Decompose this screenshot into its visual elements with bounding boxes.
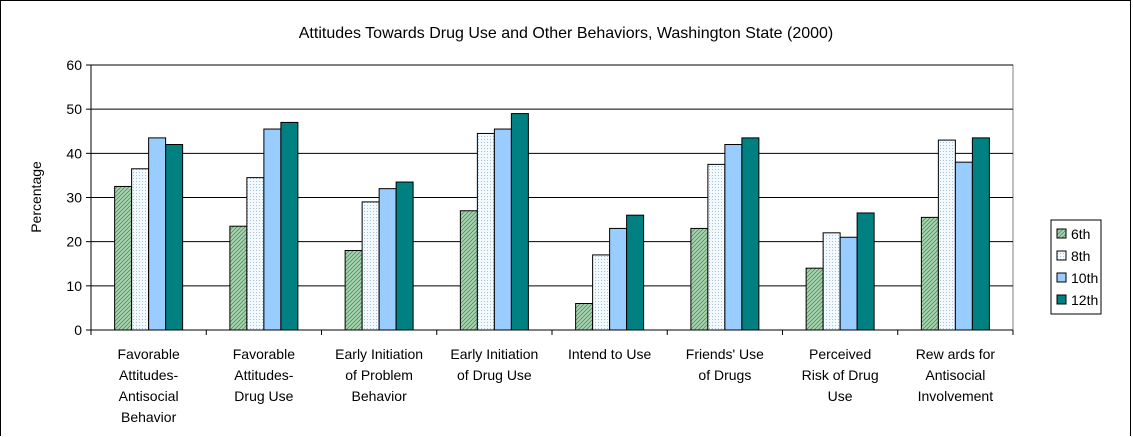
bar-12th-6 [856,212,875,331]
x-tick-label: Favorable [233,346,295,362]
x-tick-label: Attitudes- [234,367,293,383]
bar-10th-6 [839,236,858,331]
bar-12th-7 [971,137,990,331]
x-tick-label: Antisocial [925,367,985,383]
legend-label-6th: 6th [1071,226,1090,242]
x-tick-label: Favorable [117,346,179,362]
y-tick-label: 30 [66,190,82,206]
y-axis-label: Percentage [28,161,44,233]
y-tick-label: 40 [66,145,82,161]
legend-label-12th: 12th [1071,292,1098,308]
bar-12th-2 [395,181,414,331]
bar-10th-2 [378,188,397,331]
bar-8th-1 [246,177,265,331]
x-tick-label: Behavior [351,388,407,404]
y-tick-label: 0 [74,322,82,338]
x-tick-label: Early Initiation [335,346,423,362]
bar-6th-3 [459,210,478,331]
legend-label-10th: 10th [1071,270,1098,286]
legend-swatch-10th [1056,272,1067,283]
bar-12th-0 [165,144,184,331]
bar-8th-6 [822,232,841,331]
bar-10th-0 [148,137,167,331]
bar-12th-3 [510,113,529,331]
bar-6th-4 [575,303,594,331]
bar-10th-7 [954,161,973,331]
bar-8th-0 [131,168,150,331]
bar-10th-1 [263,128,282,331]
x-tick-label: Early Initiation [450,346,538,362]
y-tick-label: 10 [66,278,82,294]
bar-6th-6 [805,267,824,331]
bar-6th-7 [920,216,939,331]
bar-8th-5 [707,163,726,331]
bar-10th-5 [724,144,743,331]
bar-6th-1 [229,225,248,331]
bar-10th-3 [493,128,512,331]
bar-6th-2 [344,250,363,331]
x-tick-label: Use [828,388,853,404]
bar-6th-0 [114,185,133,331]
x-tick-label: Friends' Use [686,346,764,362]
x-tick-label: of Drugs [698,367,751,383]
x-tick-label: Antisocial [119,388,179,404]
bar-6th-5 [690,227,709,331]
x-tick-label: Involvement [918,388,994,404]
bar-8th-4 [592,254,611,331]
bar-12th-1 [280,121,299,331]
bar-12th-4 [626,214,645,331]
x-tick-label: of Problem [345,367,413,383]
bar-8th-2 [361,201,380,331]
x-tick-label: Drug Use [234,388,293,404]
x-tick-label: Rew ards for [916,346,996,362]
legend-swatch-8th [1056,250,1067,261]
x-tick-label: of Drug Use [457,367,532,383]
bar-8th-7 [937,139,956,331]
y-tick-label: 20 [66,234,82,250]
y-tick-label: 60 [66,57,82,73]
chart-title: Attitudes Towards Drug Use and Other Beh… [299,25,834,42]
x-tick-label: Behavior [121,409,177,425]
bar-12th-5 [741,137,760,331]
y-tick-label: 50 [66,101,82,117]
x-tick-label: Intend to Use [568,346,651,362]
legend-swatch-12th [1056,294,1067,305]
bar-10th-4 [609,227,628,331]
bar-8th-3 [476,132,495,331]
x-tick-label: Perceived [809,346,871,362]
legend-label-8th: 8th [1071,248,1090,264]
x-tick-label: Risk of Drug [802,367,879,383]
x-tick-label: Attitudes- [119,367,178,383]
legend-swatch-6th [1056,228,1067,239]
